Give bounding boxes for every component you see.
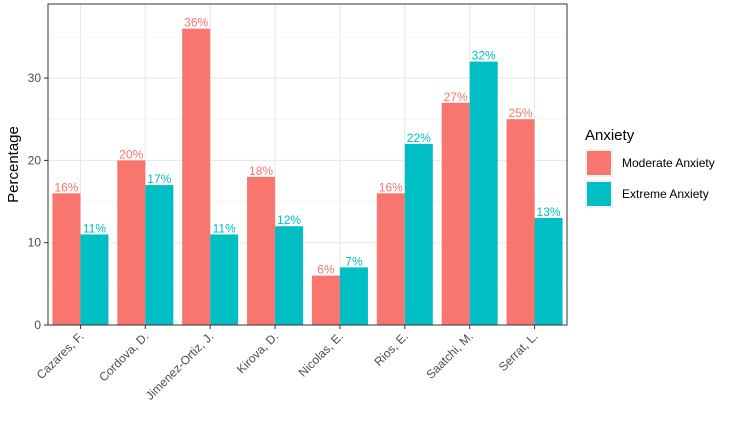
data-label: 12% bbox=[277, 213, 301, 227]
data-label: 25% bbox=[509, 106, 533, 120]
legend: Anxiety Moderate Anxiety Extreme Anxiety bbox=[585, 127, 715, 208]
data-label: 17% bbox=[147, 172, 171, 186]
bar-moderate bbox=[311, 275, 340, 325]
y-tick-label: 0 bbox=[34, 318, 41, 332]
y-tick-label: 30 bbox=[28, 71, 42, 85]
bar-extreme bbox=[404, 143, 433, 325]
data-label: 20% bbox=[119, 147, 143, 161]
data-label: 13% bbox=[537, 205, 561, 219]
data-label: 16% bbox=[54, 180, 78, 194]
data-label: 11% bbox=[83, 221, 106, 235]
bar-moderate bbox=[376, 193, 405, 325]
data-label: 11% bbox=[213, 221, 236, 235]
data-label: 7% bbox=[345, 254, 363, 268]
bar-moderate bbox=[182, 28, 211, 325]
bar-extreme bbox=[469, 61, 498, 325]
legend-title: Anxiety bbox=[585, 127, 635, 144]
data-label: 16% bbox=[379, 180, 403, 194]
bar-moderate bbox=[52, 193, 81, 325]
bar-extreme bbox=[275, 226, 304, 325]
legend-swatch bbox=[587, 182, 611, 206]
data-label-layer: 16% 20% 36% 18% 6% 16% 27% 25% 11% 17% 11% 12% 7% 22%… bbox=[54, 16, 560, 277]
bar-layer bbox=[52, 28, 563, 326]
data-label: 36% bbox=[184, 16, 208, 30]
legend-swatch bbox=[587, 151, 611, 175]
bar-moderate bbox=[441, 102, 470, 326]
data-label: 22% bbox=[407, 131, 431, 145]
y-tick-label: 20 bbox=[28, 153, 42, 167]
data-label: 32% bbox=[472, 49, 496, 63]
data-label: 27% bbox=[444, 90, 468, 104]
bar-extreme bbox=[210, 234, 239, 325]
y-axis-title: Percentage bbox=[5, 126, 22, 203]
legend-label: Extreme Anxiety bbox=[622, 187, 709, 201]
bar-extreme bbox=[534, 218, 563, 325]
y-tick-label: 10 bbox=[28, 236, 42, 250]
bar-extreme bbox=[339, 267, 368, 325]
bar-moderate bbox=[247, 176, 276, 325]
legend-label: Moderate Anxiety bbox=[622, 156, 715, 170]
bar-moderate bbox=[117, 160, 146, 325]
data-label: 6% bbox=[317, 263, 335, 277]
data-label: 18% bbox=[249, 164, 273, 178]
bar-moderate bbox=[506, 119, 535, 325]
bar-extreme bbox=[80, 234, 109, 325]
bar-extreme bbox=[145, 185, 174, 325]
plot-border bbox=[47, 3, 568, 326]
